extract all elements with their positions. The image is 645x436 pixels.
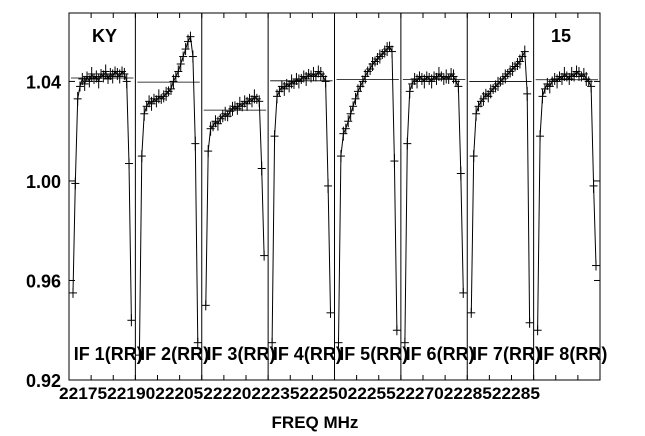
data-point <box>188 50 197 63</box>
data-point <box>469 150 478 163</box>
data-point <box>181 43 190 56</box>
panel-label: IF 6(RR) <box>406 344 475 364</box>
data-point <box>392 325 401 336</box>
data-point <box>166 82 175 95</box>
data-point <box>71 177 80 190</box>
data-point <box>403 137 412 150</box>
panel-label: IF 5(RR) <box>339 344 408 364</box>
series-line <box>404 73 464 343</box>
data-point <box>587 80 596 93</box>
data-point <box>85 75 94 88</box>
data-point <box>80 76 89 91</box>
data-point <box>334 337 343 348</box>
data-point <box>176 57 185 72</box>
panel-label: IF 4(RR) <box>273 344 342 364</box>
panel-label: IF 7(RR) <box>472 344 541 364</box>
y-tick-label: 0.96 <box>26 271 61 291</box>
x-tick-labels: 2217522190222052222022235222502225522270… <box>59 384 540 403</box>
data-point <box>76 81 85 92</box>
data-point <box>344 115 353 128</box>
series-line <box>205 95 265 306</box>
data-point <box>120 67 129 80</box>
data-point <box>191 136 200 151</box>
data-point <box>341 123 350 134</box>
data-point <box>137 150 146 163</box>
data-point <box>326 307 335 318</box>
data-point <box>538 89 547 104</box>
data-point <box>525 317 534 328</box>
data-point <box>405 84 414 99</box>
data-point <box>268 337 277 348</box>
series-line <box>138 34 199 356</box>
y-tick-label: 0.92 <box>26 371 61 391</box>
data-point <box>533 325 542 336</box>
data-point <box>186 31 195 42</box>
data-point <box>454 80 463 93</box>
data-point <box>255 95 264 108</box>
data-point <box>260 250 269 261</box>
panel-label: IF 1(RR) <box>74 344 143 364</box>
data-point <box>201 300 210 311</box>
data-point <box>179 51 188 62</box>
data-point <box>321 75 330 88</box>
data-point <box>140 106 149 121</box>
data-point <box>351 92 360 105</box>
data-point <box>589 178 598 193</box>
data-point <box>472 106 481 121</box>
x-axis-label: FREQ MHz <box>272 413 359 432</box>
data-point <box>122 74 131 89</box>
data-point <box>127 314 136 327</box>
data-point <box>536 130 545 143</box>
y-tick-label: 1.00 <box>26 172 61 192</box>
data-point <box>390 154 399 169</box>
data-point <box>459 287 468 298</box>
series-line <box>338 45 398 343</box>
data-point <box>204 145 213 158</box>
series-line <box>537 70 597 331</box>
data-point <box>388 45 397 58</box>
y-tick-label: 1.04 <box>26 72 61 92</box>
data-point <box>520 45 529 58</box>
data-point <box>349 101 358 112</box>
panel-label: IF 2(RR) <box>140 344 209 364</box>
data-point <box>193 337 202 348</box>
data-point <box>336 150 345 163</box>
data-point <box>592 260 600 271</box>
data-point <box>69 287 77 298</box>
series-line <box>72 70 132 321</box>
data-point <box>73 91 82 106</box>
series-line <box>470 49 531 323</box>
data-point <box>346 106 355 121</box>
panel-label: IF 8(RR) <box>538 344 607 364</box>
data-point <box>257 161 266 176</box>
data-point <box>174 65 183 78</box>
data-point <box>125 158 134 169</box>
data-point <box>456 166 465 181</box>
data-point <box>101 64 110 79</box>
data-point <box>523 86 532 101</box>
series-line <box>271 70 331 343</box>
data-point <box>324 178 333 193</box>
data-point <box>467 307 476 318</box>
data-point <box>400 337 409 348</box>
panel-label: IF 3(RR) <box>206 344 275 364</box>
data-point <box>94 74 103 89</box>
data-point <box>270 130 279 143</box>
corner-label-left: KY <box>92 26 117 46</box>
data-point <box>135 350 144 361</box>
corner-label-right: 15 <box>551 26 571 46</box>
